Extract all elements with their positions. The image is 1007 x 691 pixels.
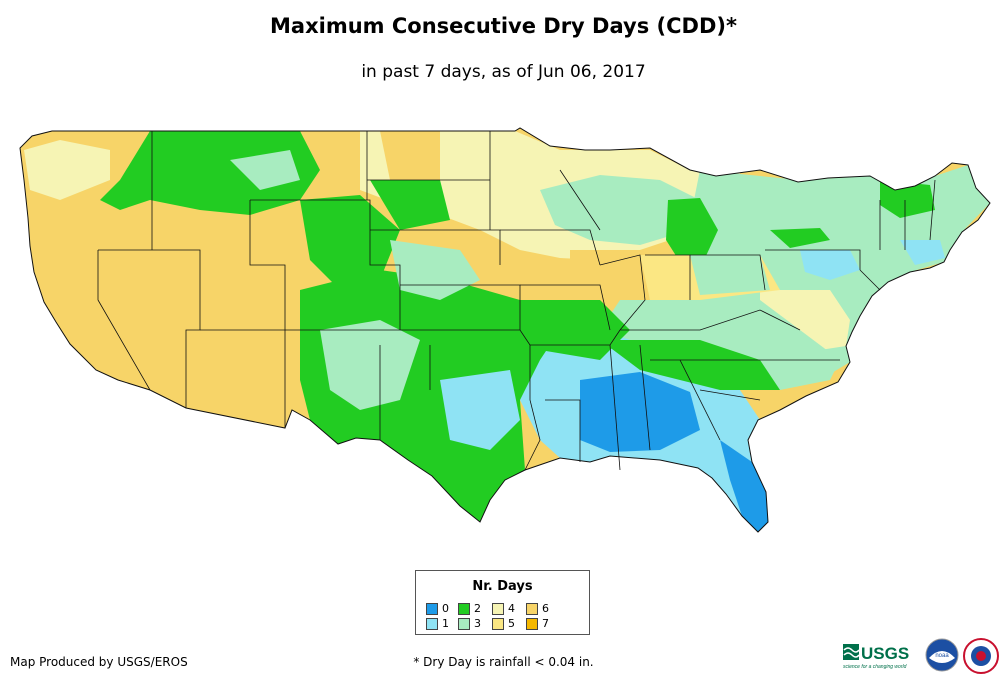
legend-swatch <box>526 618 538 630</box>
legend-label: 7 <box>542 617 549 630</box>
legend-label: 4 <box>508 602 515 615</box>
legend-label: 0 <box>442 602 449 615</box>
map-credit: Map Produced by USGS/EROS <box>10 655 188 669</box>
map-title: Maximum Consecutive Dry Days (CDD)* <box>270 14 737 38</box>
legend-swatch <box>526 603 538 615</box>
legend-swatch <box>492 618 504 630</box>
legend-swatch <box>458 603 470 615</box>
legend-title: Nr. Days <box>472 579 533 594</box>
legend-swatch <box>492 603 504 615</box>
legend-label: 1 <box>442 617 449 630</box>
usgs-logo-text: USGS <box>861 644 909 663</box>
noaa-logo-text: noaa <box>935 653 949 659</box>
state-boundaries <box>97 131 936 471</box>
legend-label: 5 <box>508 617 515 630</box>
map-subtitle: in past 7 days, as of Jun 06, 2017 <box>361 62 646 82</box>
legend: Nr. Days 0 2 4 6 1 3 5 7 <box>415 570 590 635</box>
usgs-logo: USGS science for a changing world <box>843 644 909 670</box>
legend-label: 2 <box>474 602 481 615</box>
dry-day-footnote: * Dry Day is rainfall < 0.04 in. <box>413 655 594 669</box>
legend-swatch <box>426 603 438 615</box>
legend-swatch <box>458 618 470 630</box>
legend-swatch <box>426 618 438 630</box>
legend-label: 6 <box>542 602 549 615</box>
legend-label: 3 <box>474 617 481 630</box>
nws-logo <box>963 638 999 674</box>
noaa-logo: noaa <box>925 638 959 672</box>
usgs-logo-tagline: science for a changing world <box>843 664 907 670</box>
